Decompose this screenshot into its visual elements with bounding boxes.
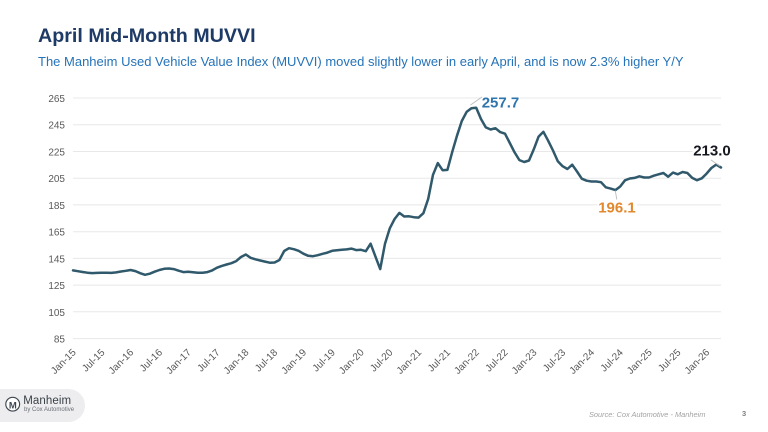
svg-text:Jul-25: Jul-25 (656, 347, 683, 374)
svg-text:Jul-24: Jul-24 (599, 347, 626, 374)
svg-text:Jan-16: Jan-16 (107, 347, 137, 377)
svg-text:Jul-19: Jul-19 (311, 347, 338, 374)
svg-text:257.7: 257.7 (482, 95, 520, 112)
svg-text:Jul-20: Jul-20 (368, 347, 395, 374)
svg-text:85: 85 (54, 335, 66, 346)
svg-text:265: 265 (48, 94, 65, 105)
svg-text:Jul-21: Jul-21 (426, 347, 453, 374)
svg-text:Jan-21: Jan-21 (395, 347, 425, 377)
svg-text:Jul-17: Jul-17 (196, 347, 223, 374)
svg-text:213.0: 213.0 (693, 143, 731, 160)
svg-text:Jul-22: Jul-22 (484, 347, 511, 374)
svg-text:Jan-19: Jan-19 (280, 347, 310, 377)
svg-text:Jan-24: Jan-24 (568, 347, 598, 377)
svg-text:Jan-22: Jan-22 (452, 347, 482, 377)
svg-text:Jan-15: Jan-15 (49, 347, 79, 377)
svg-text:205: 205 (48, 174, 65, 185)
svg-text:225: 225 (48, 148, 65, 159)
svg-text:245: 245 (48, 121, 65, 132)
svg-text:Jan-17: Jan-17 (164, 347, 194, 377)
svg-text:Jan-18: Jan-18 (222, 347, 252, 377)
svg-text:Jan-26: Jan-26 (683, 347, 713, 377)
svg-text:Jul-18: Jul-18 (253, 347, 280, 374)
svg-text:105: 105 (48, 308, 65, 319)
svg-text:Jul-23: Jul-23 (541, 347, 568, 374)
svg-text:Jan-23: Jan-23 (510, 347, 540, 377)
svg-text:145: 145 (48, 254, 65, 265)
svg-text:Jan-25: Jan-25 (625, 347, 655, 377)
svg-text:185: 185 (48, 201, 65, 212)
svg-text:Jan-20: Jan-20 (337, 347, 367, 377)
svg-text:125: 125 (48, 281, 65, 292)
svg-text:196.1: 196.1 (598, 200, 636, 217)
svg-text:Jul-16: Jul-16 (138, 347, 165, 374)
svg-text:M: M (9, 400, 17, 411)
svg-text:Jul-15: Jul-15 (80, 347, 107, 374)
svg-text:165: 165 (48, 228, 65, 239)
